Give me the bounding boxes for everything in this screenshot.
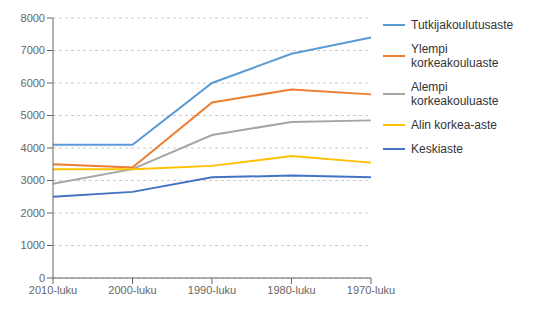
svg-text:0: 0 <box>39 272 45 284</box>
svg-text:6000: 6000 <box>21 77 45 89</box>
svg-text:1980-luku: 1980-luku <box>267 284 315 296</box>
svg-text:2000-luku: 2000-luku <box>108 284 156 296</box>
svg-text:2010-luku: 2010-luku <box>29 284 77 296</box>
html-text:Alin korkea-aste: Alin korkea-aste <box>411 118 497 132</box>
html-text:Keskiaste: Keskiaste <box>411 142 463 156</box>
html-text:Tutkijakoulutusaste: Tutkijakoulutusaste <box>411 18 514 32</box>
svg-text:4000: 4000 <box>21 142 45 154</box>
html-text:Alempi korkeakouluaste: Alempi korkeakouluaste <box>411 80 499 108</box>
svg-text:1000: 1000 <box>21 239 45 251</box>
svg-text:1970-luku: 1970-luku <box>347 284 395 296</box>
svg-text:5000: 5000 <box>21 109 45 121</box>
svg-text:7000: 7000 <box>21 44 45 56</box>
svg-text:1990-luku: 1990-luku <box>188 284 236 296</box>
html-text:Ylempi korkeakouluaste: Ylempi korkeakouluaste <box>411 42 499 70</box>
svg-text:8000: 8000 <box>21 12 45 24</box>
svg-text:3000: 3000 <box>21 174 45 186</box>
svg-text:2000: 2000 <box>21 207 45 219</box>
